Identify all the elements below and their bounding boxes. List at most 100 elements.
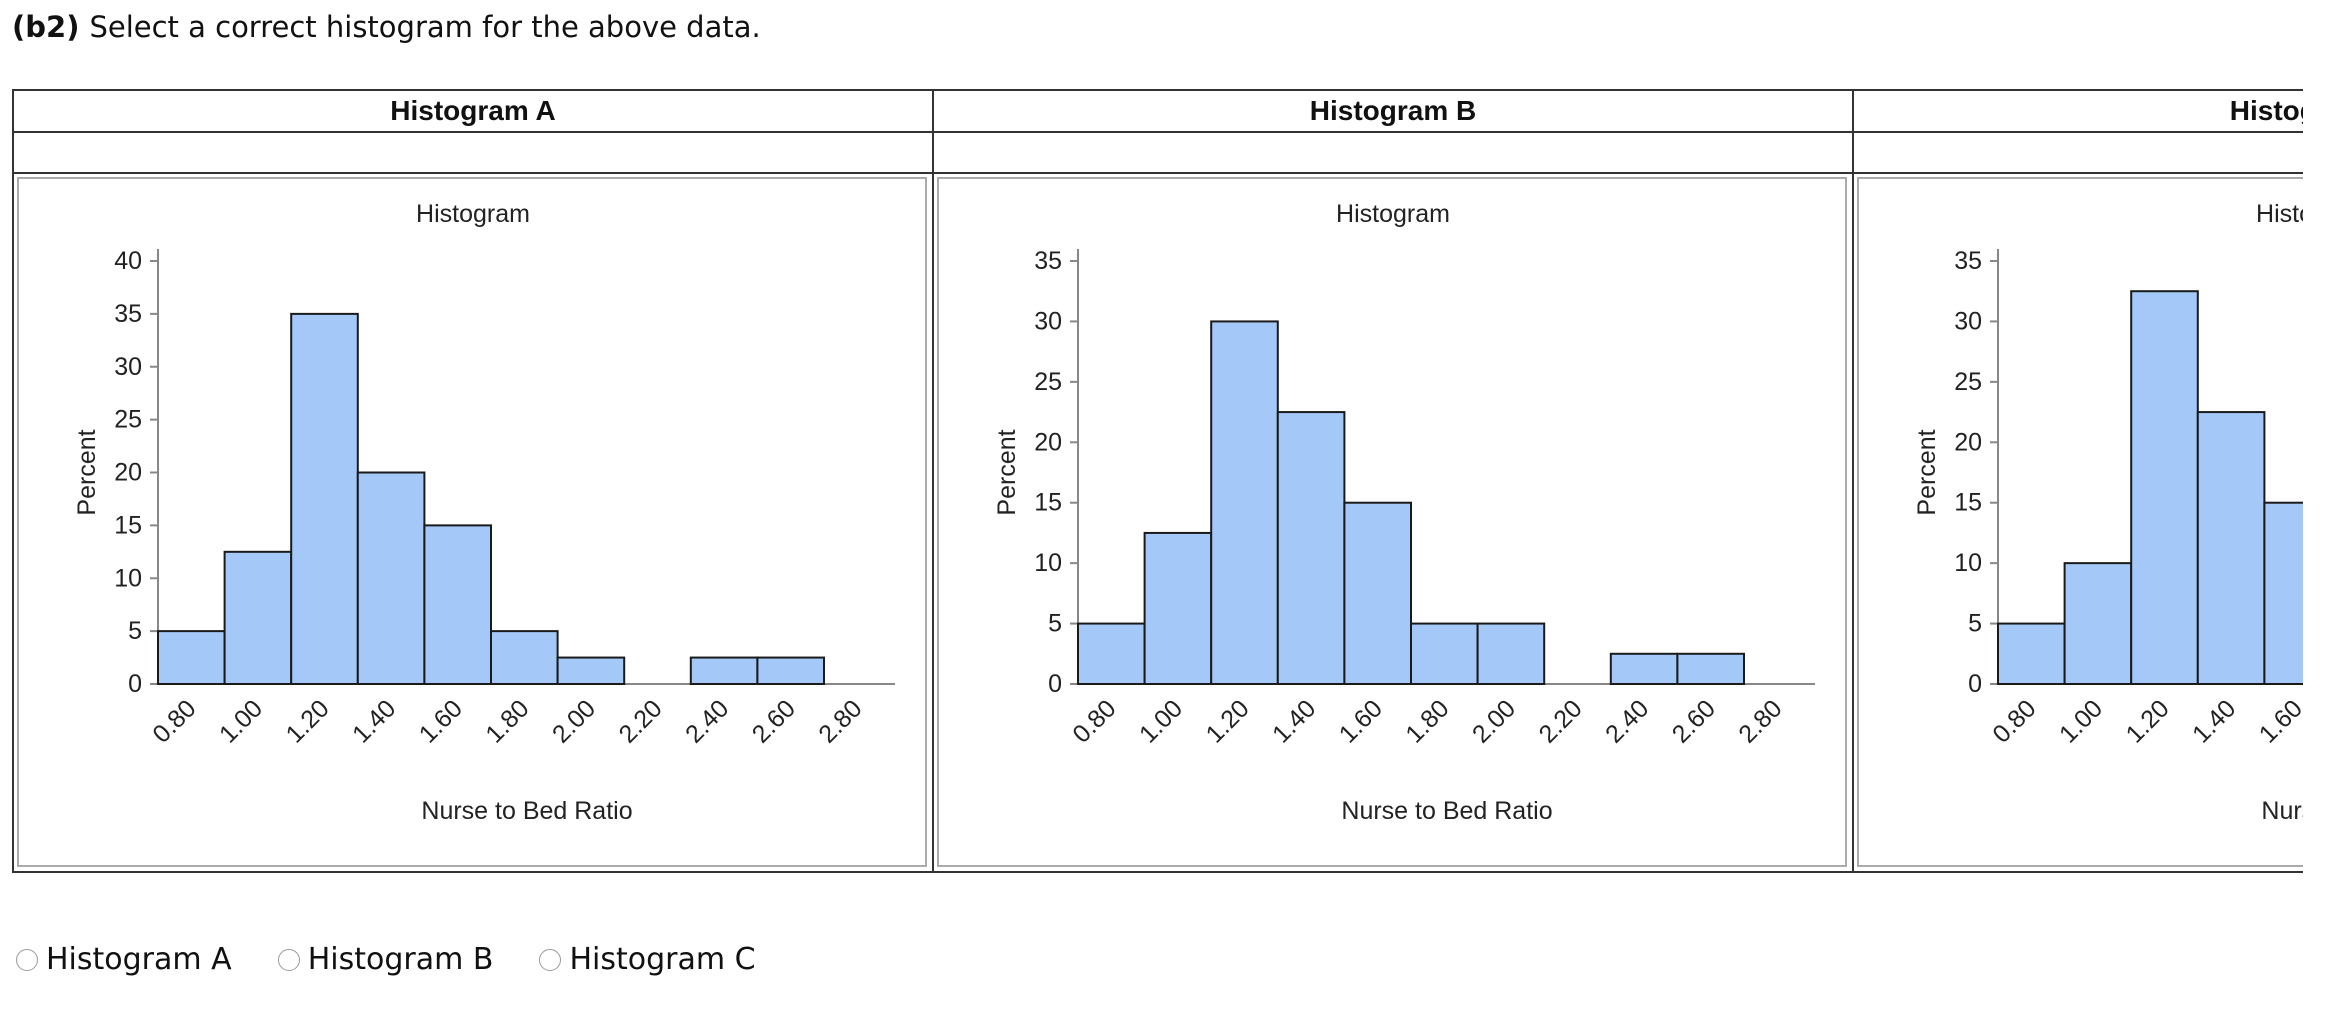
question: (b2) Select a correct histogram for the a… bbox=[12, 10, 761, 44]
bar bbox=[1276, 411, 1346, 685]
y-tick-label: 30 bbox=[114, 353, 142, 381]
empty-row bbox=[14, 133, 932, 174]
x-tick-label: 1.40 bbox=[2187, 694, 2241, 748]
chart-title: Histogram bbox=[416, 200, 530, 228]
option-label: Histogram A bbox=[46, 942, 232, 977]
x-tick-label: 1.40 bbox=[1267, 694, 1321, 748]
y-tick-label: 5 bbox=[128, 617, 142, 645]
bar bbox=[2263, 501, 2303, 686]
y-tick-label: 10 bbox=[1954, 549, 1982, 577]
y-tick-label: 20 bbox=[1034, 428, 1062, 456]
option-label: Histogram B bbox=[307, 942, 494, 977]
x-tick-label: 2.40 bbox=[680, 694, 734, 748]
bar bbox=[756, 656, 826, 685]
y-axis-label: Percent bbox=[993, 429, 1021, 515]
histogram-chart: Histogram Nurse to Bed Ratio Percent 0 5 10 15… bbox=[937, 177, 1847, 867]
x-tick-label: 1.20 bbox=[2121, 694, 2175, 748]
x-tick-label: 2.60 bbox=[1667, 694, 1721, 748]
bar bbox=[2196, 411, 2266, 685]
x-tick-label: 1.00 bbox=[214, 694, 268, 748]
answer-options: Histogram A Histogram B Histogram C bbox=[16, 942, 756, 977]
bar bbox=[223, 550, 293, 685]
radio-button[interactable] bbox=[16, 948, 38, 971]
table-column: Histogram A Histogram Nurse to Bed Ratio Pe… bbox=[12, 89, 934, 873]
y-tick-label: 15 bbox=[1954, 489, 1982, 517]
x-tick-label: 2.20 bbox=[614, 694, 668, 748]
bar bbox=[1077, 622, 1146, 686]
bar bbox=[1476, 622, 1546, 686]
x-tick-label: 1.20 bbox=[281, 694, 335, 748]
y-tick-label: 25 bbox=[1954, 368, 1982, 396]
histogram-chart: Histogram Nurse to Bed Ratio Percent 0 5 10 15… bbox=[1857, 177, 2303, 867]
chart-cell: Histogram Nurse to Bed Ratio Percent 0 5 10 15… bbox=[14, 174, 932, 873]
bar bbox=[290, 312, 359, 685]
x-tick-label: 1.40 bbox=[347, 694, 401, 748]
bar bbox=[356, 471, 426, 685]
bar bbox=[1343, 501, 1412, 686]
x-tick-label: 1.60 bbox=[1334, 694, 1388, 748]
chart-title: Histogram bbox=[1336, 200, 1450, 228]
radio-option[interactable]: Histogram A bbox=[16, 942, 232, 977]
x-tick-label: 1.00 bbox=[1134, 694, 1188, 748]
column-header: Histogram C bbox=[1854, 91, 2303, 133]
y-tick-label: 20 bbox=[114, 459, 142, 487]
y-tick-label: 35 bbox=[1034, 247, 1062, 275]
table-column: Histogram B Histogram Nurse to Bed Ratio Pe… bbox=[932, 89, 1854, 873]
bar bbox=[1609, 652, 1679, 685]
x-tick-label: 1.60 bbox=[414, 694, 468, 748]
y-tick-label: 10 bbox=[114, 564, 142, 592]
bar bbox=[2130, 290, 2199, 685]
bar bbox=[689, 656, 759, 685]
chart-title: Histogram bbox=[2256, 200, 2303, 228]
chart-cell: Histogram Nurse to Bed Ratio Percent 0 5 10 15… bbox=[934, 174, 1852, 873]
x-tick-label: 2.00 bbox=[547, 694, 601, 748]
y-tick-label: 35 bbox=[114, 300, 142, 328]
y-tick-label: 5 bbox=[1048, 610, 1062, 638]
y-tick-label: 35 bbox=[1954, 247, 1982, 275]
x-tick-label: 1.80 bbox=[1400, 694, 1454, 748]
bar bbox=[556, 656, 626, 685]
x-tick-label: 2.40 bbox=[1600, 694, 1654, 748]
x-tick-label: 0.80 bbox=[1987, 694, 2041, 748]
x-tick-label: 0.80 bbox=[1067, 694, 1121, 748]
table-column: Histogram C Histogram Nurse to Bed Ratio Pe… bbox=[1852, 89, 2303, 873]
radio-button[interactable] bbox=[539, 948, 562, 971]
bar bbox=[423, 524, 492, 685]
y-axis-label: Percent bbox=[73, 429, 101, 515]
column-header: Histogram A bbox=[14, 91, 932, 133]
x-tick-label: 0.80 bbox=[147, 694, 201, 748]
y-tick-label: 30 bbox=[1034, 307, 1062, 335]
y-tick-label: 40 bbox=[114, 247, 142, 275]
radio-option[interactable]: Histogram B bbox=[277, 942, 494, 977]
x-tick-label: 2.00 bbox=[1467, 694, 1521, 748]
bar bbox=[1676, 652, 1746, 685]
x-tick-label: 1.20 bbox=[1201, 694, 1255, 748]
bar bbox=[2063, 562, 2133, 685]
x-tick-label: 1.00 bbox=[2054, 694, 2108, 748]
question-text: Select a correct histogram for the above… bbox=[89, 10, 761, 44]
x-axis-label: Nurse to Bed Ratio bbox=[421, 797, 632, 825]
bar bbox=[490, 630, 559, 685]
y-tick-label: 0 bbox=[128, 670, 142, 698]
y-tick-label: 10 bbox=[1034, 549, 1062, 577]
histogram-chart: Histogram Nurse to Bed Ratio Percent 0 5 10 15… bbox=[17, 177, 927, 867]
x-tick-label: 1.80 bbox=[480, 694, 534, 748]
y-tick-label: 15 bbox=[114, 511, 142, 539]
x-tick-label: 1.60 bbox=[2254, 694, 2303, 748]
y-tick-label: 15 bbox=[1034, 489, 1062, 517]
x-axis-label: Nurse to Bed Ratio bbox=[2261, 797, 2303, 825]
question-label: (b2) bbox=[12, 10, 80, 44]
chart-cell: Histogram Nurse to Bed Ratio Percent 0 5 10 15… bbox=[1854, 174, 2303, 873]
bar bbox=[1210, 320, 1279, 686]
x-tick-label: 2.20 bbox=[1534, 694, 1588, 748]
x-axis-label: Nurse to Bed Ratio bbox=[1341, 797, 1552, 825]
bar bbox=[1410, 622, 1479, 686]
radio-button[interactable] bbox=[277, 948, 300, 971]
option-label: Histogram C bbox=[569, 942, 756, 977]
empty-row bbox=[934, 133, 1852, 174]
radio-option[interactable]: Histogram C bbox=[539, 942, 756, 977]
bar bbox=[1997, 622, 2066, 686]
x-tick-label: 2.60 bbox=[747, 694, 801, 748]
x-tick-label: 2.80 bbox=[813, 694, 867, 748]
